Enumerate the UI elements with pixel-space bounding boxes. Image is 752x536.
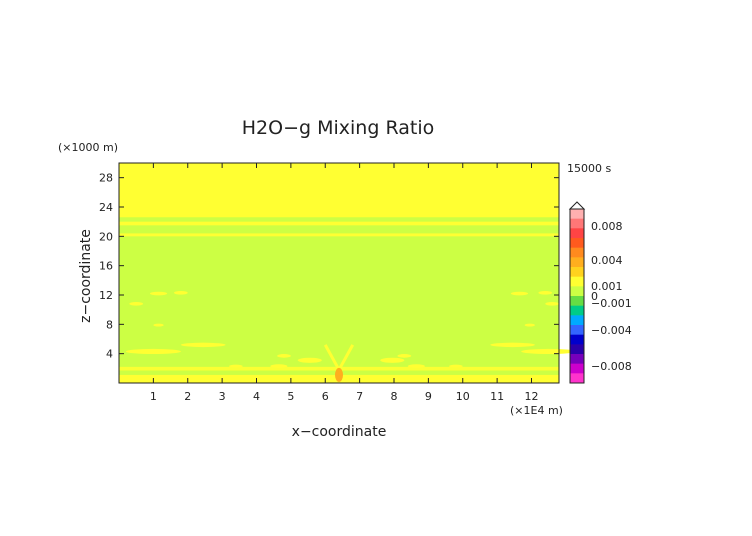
y-tick-label: 4 xyxy=(106,348,113,361)
moist-patch xyxy=(380,357,405,363)
x-scale-label: (×1E4 m) xyxy=(510,404,563,417)
moist-patch xyxy=(521,348,577,355)
colorbar-label: −0.001 xyxy=(591,297,632,310)
colorbar-label: 0 xyxy=(591,290,598,303)
moist-patch xyxy=(129,301,144,306)
colorbar-band xyxy=(570,238,584,249)
colorbar-band xyxy=(570,247,584,258)
colorbar-band xyxy=(570,228,584,239)
colorbar-band xyxy=(570,344,584,355)
moist-patch xyxy=(174,290,188,295)
colorbar-band xyxy=(570,373,584,384)
moist-patch xyxy=(407,364,425,368)
x-tick-label: 3 xyxy=(219,390,226,403)
colorbar-band xyxy=(570,267,584,278)
x-tick-label: 6 xyxy=(322,390,329,403)
y-tick-label: 16 xyxy=(99,260,113,273)
colorbar-band xyxy=(570,209,584,220)
x-tick-label: 4 xyxy=(253,390,260,403)
upper-moist-band xyxy=(119,221,559,226)
y-tick-label: 24 xyxy=(99,201,113,214)
colorbar-label: 0.008 xyxy=(591,220,623,233)
colorbar-band xyxy=(570,257,584,268)
colorbar-band xyxy=(570,218,584,229)
x-tick-label: 12 xyxy=(525,390,539,403)
colorbar-arrow-top xyxy=(568,201,586,210)
y-tick-label: 12 xyxy=(99,289,113,302)
moist-patch xyxy=(490,342,535,348)
colorbar-band xyxy=(570,296,584,307)
moist-patch xyxy=(153,323,164,327)
colorbar-bands xyxy=(570,209,584,384)
colorbar-band xyxy=(570,276,584,287)
time-label: 15000 s xyxy=(567,162,611,175)
colorbar-frame xyxy=(569,208,585,384)
moist-patch xyxy=(125,348,181,355)
y-tick-label: 28 xyxy=(99,172,113,185)
central-peak xyxy=(335,367,343,382)
colorbar-label: −0.004 xyxy=(591,324,632,337)
moist-patch xyxy=(297,357,322,363)
upper-moist-layer xyxy=(119,163,559,218)
colorbar-label: −0.008 xyxy=(591,360,632,373)
x-axis-title: x−coordinate xyxy=(292,424,387,440)
y-scale-label: (×1000 m) xyxy=(58,141,118,154)
moist-patch xyxy=(149,291,168,296)
moist-patch xyxy=(538,290,553,295)
colorbar-band xyxy=(570,334,584,345)
moist-patch xyxy=(397,354,412,358)
moist-patch xyxy=(229,364,243,368)
x-tick-label: 11 xyxy=(490,390,504,403)
moist-patch xyxy=(524,323,535,327)
colorbar-band xyxy=(570,325,584,336)
colorbar: 0.008 0.004 0.001 0 −0.001 −0.004 −0.008 xyxy=(568,201,632,384)
x-tick-label: 7 xyxy=(356,390,363,403)
x-tick-label: 1 xyxy=(150,390,157,403)
plot-frame xyxy=(118,162,560,384)
moist-patch xyxy=(545,301,559,306)
y-tick-label: 20 xyxy=(99,230,113,243)
x-tick-label: 2 xyxy=(184,390,191,403)
colorbar-band xyxy=(570,363,584,374)
x-tick-label: 5 xyxy=(287,390,294,403)
y-ticks: 4 8 12 16 20 24 28 xyxy=(99,172,559,361)
upper-moist-band xyxy=(119,233,559,237)
y-tick-label: 8 xyxy=(106,318,113,331)
field-shapes xyxy=(119,163,577,383)
colorbar-band xyxy=(570,354,584,365)
moist-patch xyxy=(449,364,463,368)
moist-patch xyxy=(510,291,529,296)
chart-title: H2O−g Mixing Ratio xyxy=(242,117,434,139)
colorbar-band xyxy=(570,286,584,297)
x-tick-label: 8 xyxy=(391,390,398,403)
moist-patch xyxy=(270,364,288,368)
moist-patch xyxy=(277,354,291,358)
colorbar-band xyxy=(570,315,584,326)
colorbar-label: 0.004 xyxy=(591,254,623,267)
y-axis-title: z−coordinate xyxy=(78,229,94,323)
moist-patch xyxy=(180,342,226,348)
colorbar-label: 0.001 xyxy=(591,280,623,293)
colorbar-band xyxy=(570,305,584,316)
x-tick-label: 10 xyxy=(456,390,470,403)
x-ticks: 1 2 3 4 5 6 7 8 9 10 11 12 xyxy=(150,163,539,403)
x-tick-label: 9 xyxy=(425,390,432,403)
